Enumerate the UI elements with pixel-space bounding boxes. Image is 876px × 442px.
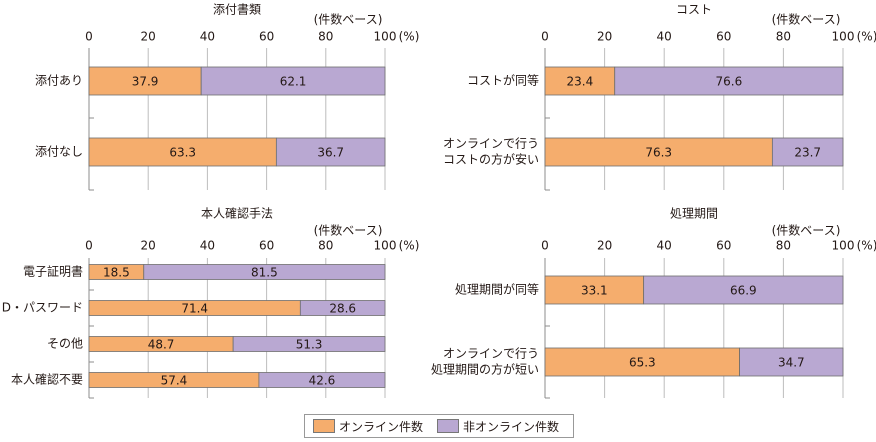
category-label: 処理期間が同等: [455, 282, 539, 297]
category-label: オンラインで行う: [443, 137, 539, 151]
bar-offline: [200, 66, 386, 96]
bar-online: [544, 347, 740, 377]
x-tick-label: 100: [374, 239, 397, 253]
legend-item-offline: 非オンライン件数: [437, 418, 559, 435]
category-label: コストの方が安い: [443, 152, 539, 167]
legend-label-online: オンライン件数: [339, 419, 424, 434]
unit-note: (件数ベース): [772, 223, 841, 238]
unit-note: (件数ベース): [314, 223, 383, 238]
percent-label: (%): [399, 30, 420, 44]
bar-offline: [739, 347, 844, 377]
data-label: 18.5: [103, 266, 130, 280]
x-tick-label: 0: [85, 30, 93, 44]
bar-offline: [614, 66, 844, 96]
x-tick-label: 0: [541, 30, 549, 44]
x-tick-label: 80: [318, 30, 333, 44]
x-tick-label: 60: [259, 30, 274, 44]
data-label: 23.4: [567, 75, 594, 89]
data-label: 65.3: [629, 356, 656, 370]
data-label: 37.9: [132, 75, 159, 89]
x-tick-label: 60: [259, 239, 274, 253]
data-label: 28.6: [329, 302, 356, 316]
category-label: コストが同等: [467, 73, 539, 88]
bar-offline: [143, 264, 386, 280]
x-tick-label: 60: [716, 239, 731, 253]
bar-offline: [299, 300, 386, 316]
x-tick-label: 0: [85, 239, 93, 253]
percent-label: (%): [857, 239, 876, 253]
bar-offline: [643, 275, 844, 305]
x-tick-label: 20: [141, 239, 156, 253]
category-label: 処理期間の方が短い: [431, 362, 539, 377]
percent-label: (%): [857, 30, 876, 44]
x-tick-label: 20: [597, 30, 612, 44]
data-label: 23.7: [794, 146, 821, 160]
x-tick-label: 40: [200, 239, 215, 253]
x-tick-label: 80: [318, 239, 333, 253]
category-label: 添付なし: [35, 145, 83, 159]
data-label: 66.9: [730, 284, 757, 298]
data-label: 36.7: [317, 146, 344, 160]
x-tick-label: 20: [141, 30, 156, 44]
data-label: 81.5: [251, 266, 278, 280]
legend-label-offline: 非オンライン件数: [463, 419, 560, 434]
bar-offline: [275, 137, 386, 167]
unit-note: (件数ベース): [314, 12, 383, 27]
data-label: 48.7: [148, 338, 175, 352]
x-tick-label: 100: [832, 30, 855, 44]
data-label: 63.3: [169, 146, 196, 160]
data-label: 62.1: [280, 75, 307, 89]
data-label: 33.1: [581, 284, 608, 298]
x-tick-label: 100: [832, 239, 855, 253]
chart-title: 添付書類: [213, 3, 261, 17]
data-label: 76.3: [645, 146, 672, 160]
legend-item-online: オンライン件数: [313, 418, 423, 435]
x-tick-label: 100: [374, 30, 397, 44]
category-label: その他: [47, 337, 83, 351]
data-label: 34.7: [778, 356, 805, 370]
data-label: 42.6: [309, 374, 336, 388]
data-label: 57.4: [161, 374, 188, 388]
x-tick-label: 60: [716, 30, 731, 44]
category-label: D・パスワード: [2, 301, 83, 315]
chart-title: 処理期間: [670, 207, 718, 221]
x-tick-label: 40: [200, 30, 215, 44]
bar-offline: [232, 336, 386, 352]
category-label: 本人確認不要: [11, 372, 83, 387]
chart-title: 本人確認手法: [201, 206, 273, 221]
legend-swatch-offline: [437, 419, 460, 433]
legend: オンライン件数 非オンライン件数: [304, 414, 574, 438]
x-tick-label: 80: [776, 239, 791, 253]
bar-online: [88, 137, 277, 167]
x-tick-label: 0: [541, 239, 549, 253]
data-label: 76.6: [716, 75, 743, 89]
x-tick-label: 40: [657, 239, 672, 253]
data-label: 71.4: [181, 302, 208, 316]
bar-offline: [771, 137, 844, 167]
x-tick-label: 20: [597, 239, 612, 253]
category-label: 添付あり: [35, 74, 83, 88]
category-label: オンラインで行う: [443, 347, 539, 361]
category-label: 電子証明書: [23, 265, 83, 279]
bar-offline: [258, 372, 386, 388]
x-tick-label: 40: [657, 30, 672, 44]
data-label: 51.3: [296, 338, 323, 352]
percent-label: (%): [399, 239, 420, 253]
x-tick-label: 80: [776, 30, 791, 44]
chart-canvas: 添付書類(件数ベース)0 20 40 60 80 100 (%)37.9 62.1添付あり63…: [2, 3, 876, 399]
unit-note: (件数ベース): [772, 12, 841, 27]
legend-swatch-online: [313, 419, 335, 433]
bar-online: [544, 275, 645, 305]
chart-title: コスト: [676, 3, 712, 17]
